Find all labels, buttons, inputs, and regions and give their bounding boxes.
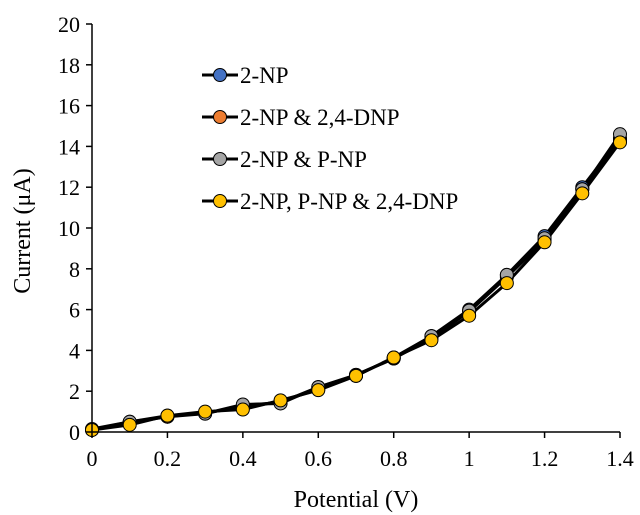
legend-marker [213,152,227,166]
legend-entry: 2-NP & P-NP [202,147,367,172]
y-tick-label: 14 [58,134,80,159]
x-axis-title: Potential (V) [294,487,419,513]
y-tick-label: 6 [69,298,80,323]
series-line-3 [91,133,622,431]
data-point [311,383,326,398]
data-point [273,393,288,408]
y-tick-label: 8 [69,257,80,282]
legend-entry: 2-NP, P-NP & 2,4-DNP [202,189,458,214]
y-tick-label: 12 [58,175,80,200]
legend-label: 2-NP & P-NP [240,147,367,172]
legend-entry: 2-NP [202,63,289,88]
x-tick-label: 1 [464,446,475,471]
data-point [198,404,213,419]
y-axis-title: Current (μA) [10,168,36,294]
series-markers [85,127,627,437]
x-tick-label: 0.6 [305,446,333,471]
data-point [424,333,439,348]
series-line-2 [91,139,622,432]
legend-label: 2-NP [240,63,289,88]
legend: 2-NP 2-NP & 2,4-DNP 2-NP & P-NP 2-NP, P-NP … [202,63,458,214]
legend-marker [213,194,227,208]
series-lines [91,133,622,432]
tick-labels: 0 2 4 6 8 10 12 14 16 18 20 0 0.2 0.4 0.6 0.8 1 1.2 1.4 [58,12,634,471]
data-point [386,350,401,365]
data-point [160,408,175,423]
data-point [499,276,514,291]
y-tick-label: 10 [58,216,80,241]
legend-marker [213,110,227,124]
data-point [575,186,590,201]
legend-marker [213,68,227,82]
legend-label: 2-NP & 2,4-DNP [240,105,400,130]
x-tick-label: 1.4 [606,446,634,471]
y-tick-label: 2 [69,379,80,404]
series-line-1 [91,137,622,432]
x-tick-label: 1.2 [531,446,559,471]
data-point [462,308,477,323]
y-tick-label: 16 [58,94,80,119]
x-tick-label: 0.4 [229,446,257,471]
y-tick-label: 0 [69,420,80,445]
tick-marks [86,23,621,438]
x-tick-label: 0 [87,446,98,471]
data-point [349,368,363,383]
legend-entry: 2-NP & 2,4-DNP [202,105,400,130]
series-line-4 [91,141,622,432]
y-tick-label: 18 [58,53,80,78]
y-tick-label: 20 [58,12,80,37]
data-point [122,417,137,432]
data-point [235,402,250,417]
data-point [537,235,552,250]
legend-label: 2-NP, P-NP & 2,4-DNP [240,189,458,214]
data-point [613,135,627,150]
y-tick-label: 4 [69,338,80,363]
x-tick-label: 0.2 [154,446,182,471]
x-tick-label: 0.8 [380,446,408,471]
